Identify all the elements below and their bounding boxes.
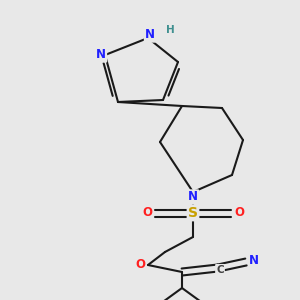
- Text: N: N: [249, 254, 259, 266]
- Text: N: N: [145, 28, 155, 41]
- Text: S: S: [188, 206, 198, 220]
- Text: O: O: [234, 206, 244, 220]
- Text: N: N: [188, 190, 198, 203]
- Text: C: C: [216, 265, 224, 275]
- Text: H: H: [166, 25, 174, 35]
- Text: O: O: [135, 259, 145, 272]
- Text: O: O: [142, 206, 152, 220]
- Text: N: N: [96, 49, 106, 62]
